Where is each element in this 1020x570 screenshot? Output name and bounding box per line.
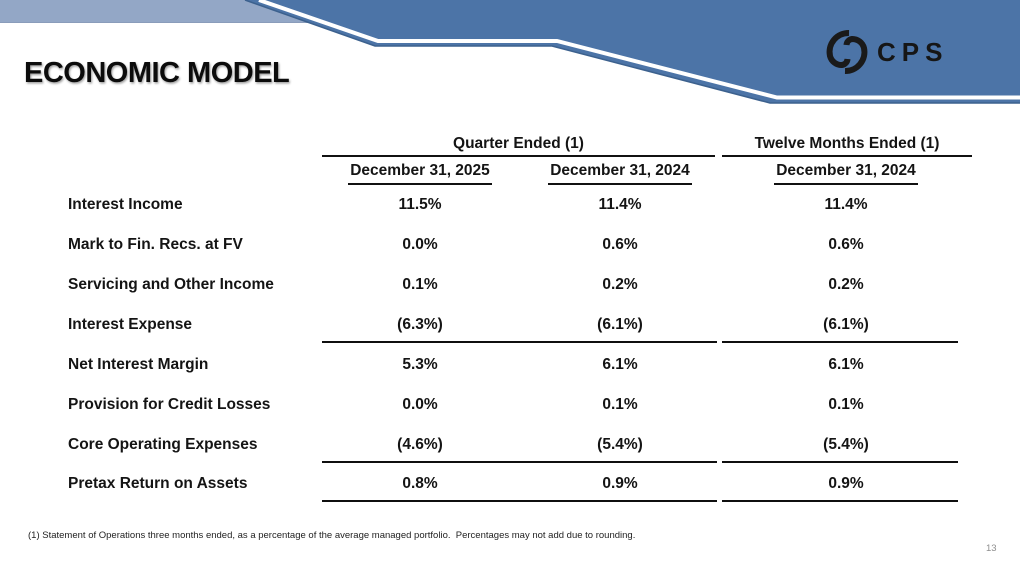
footnote: (1) Statement of Operations three months… bbox=[28, 530, 636, 541]
cell-value: 11.4% bbox=[598, 196, 642, 213]
header-banner-graphic bbox=[0, 0, 1020, 104]
row-label: Interest Expense bbox=[68, 316, 193, 333]
table-rule bbox=[722, 155, 972, 157]
column-header-ttm-dec-31-2024: December 31, 2024 bbox=[726, 160, 966, 185]
cell-value: (6.1%) bbox=[823, 316, 869, 333]
table-rule bbox=[722, 341, 958, 343]
group-header-quarter-ended: Quarter Ended (1) bbox=[453, 135, 584, 152]
cell-value: (5.4%) bbox=[823, 436, 869, 453]
cell-value: 0.0% bbox=[402, 236, 438, 253]
column-header-dec-31-2025: December 31, 2025 bbox=[320, 160, 520, 185]
cell-value: 0.2% bbox=[828, 276, 864, 293]
cell-value: (6.1%) bbox=[597, 316, 643, 333]
cell-value: 11.4% bbox=[824, 196, 868, 213]
row-label: Pretax Return on Assets bbox=[68, 475, 248, 492]
group-header-twelve-months-ended: Twelve Months Ended (1) bbox=[754, 135, 940, 152]
cell-value: 6.1% bbox=[828, 356, 864, 373]
table-rule bbox=[322, 341, 717, 343]
cell-value: 0.2% bbox=[602, 276, 638, 293]
cell-value: (5.4%) bbox=[597, 436, 643, 453]
banner-white-keyline bbox=[258, 0, 1020, 100]
row-label: Mark to Fin. Recs. at FV bbox=[68, 236, 243, 253]
cell-value: 0.6% bbox=[602, 236, 638, 253]
logo-text: CPS bbox=[877, 37, 949, 67]
company-logo: CPS bbox=[824, 29, 948, 75]
cell-value: 0.9% bbox=[602, 475, 638, 492]
banner-dark-shape bbox=[245, 0, 1020, 103]
cell-value: 0.1% bbox=[828, 396, 864, 413]
table-rule bbox=[322, 155, 715, 157]
cell-value: 5.3% bbox=[402, 356, 438, 373]
table-rule bbox=[322, 500, 717, 502]
page-title: ECONOMIC MODEL bbox=[24, 57, 290, 89]
cell-value: 0.8% bbox=[402, 475, 438, 492]
cell-value: 0.1% bbox=[602, 396, 638, 413]
table-rule bbox=[722, 500, 958, 502]
row-label: Net Interest Margin bbox=[68, 356, 209, 373]
row-label: Provision for Credit Losses bbox=[68, 396, 271, 413]
table-rule bbox=[722, 461, 958, 463]
cell-value: 11.5% bbox=[398, 196, 442, 213]
row-label: Interest Income bbox=[68, 196, 183, 213]
row-label: Servicing and Other Income bbox=[68, 276, 274, 293]
cell-value: 0.1% bbox=[402, 276, 438, 293]
cell-value: (6.3%) bbox=[397, 316, 443, 333]
cps-swirl-icon bbox=[826, 29, 868, 75]
cell-value: (4.6%) bbox=[397, 436, 443, 453]
page-number: 13 bbox=[986, 543, 997, 554]
banner-dark-shape-edge bbox=[244, 0, 1020, 104]
row-label: Core Operating Expenses bbox=[68, 436, 258, 453]
banner-light-band bbox=[0, 0, 320, 23]
table-rule bbox=[322, 461, 717, 463]
cell-value: 0.9% bbox=[828, 475, 864, 492]
cell-value: 6.1% bbox=[602, 356, 638, 373]
cell-value: 0.6% bbox=[828, 236, 864, 253]
cell-value: 0.0% bbox=[402, 396, 438, 413]
column-header-dec-31-2024: December 31, 2024 bbox=[520, 160, 720, 185]
